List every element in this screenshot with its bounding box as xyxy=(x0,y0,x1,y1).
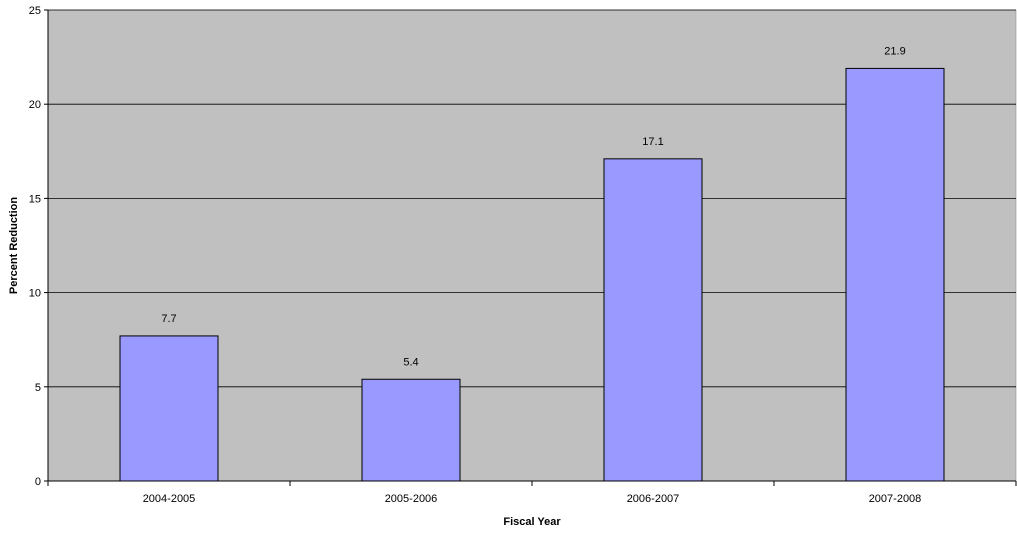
y-axis-title: Percent Reduction xyxy=(8,197,20,294)
data-label: 21.9 xyxy=(884,45,905,57)
data-label: 5.4 xyxy=(403,356,418,368)
x-axis-title: Fiscal Year xyxy=(503,516,561,528)
y-tick-label: 10 xyxy=(29,288,41,300)
labels: 0 5 10 15 20 25 7.7 2004-2005 5.4 2005-2006 17.1 20… xyxy=(29,5,922,505)
y-tick-label: 25 xyxy=(29,5,41,17)
axes xyxy=(44,9,1017,486)
y-tick-label: 0 xyxy=(35,476,41,488)
bar-2004-2005 xyxy=(119,335,219,482)
x-tick-label: 2006-2007 xyxy=(627,493,680,505)
y-tick-label: 5 xyxy=(35,382,41,394)
bar-2007-2008 xyxy=(845,67,945,482)
y-tick-label: 20 xyxy=(29,99,41,111)
bars xyxy=(119,67,945,482)
y-tick-label: 15 xyxy=(29,193,41,205)
bar-2006-2007 xyxy=(603,158,703,482)
bar-2005-2006 xyxy=(361,378,461,482)
x-tick-label: 2005-2006 xyxy=(385,493,438,505)
data-label: 7.7 xyxy=(161,313,176,325)
data-label: 17.1 xyxy=(642,136,663,148)
x-tick-label: 2004-2005 xyxy=(143,493,196,505)
x-tick-label: 2007-2008 xyxy=(869,493,922,505)
